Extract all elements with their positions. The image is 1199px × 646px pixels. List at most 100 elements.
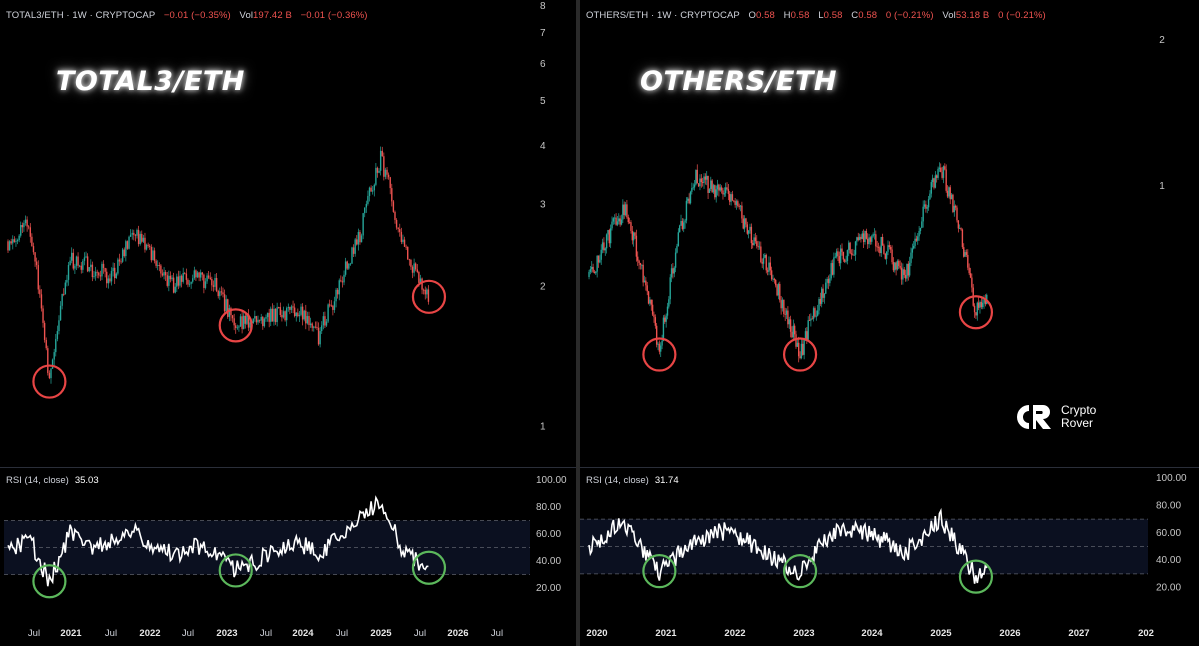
candle-body (638, 260, 640, 264)
candle-body (222, 292, 224, 295)
candle-body (738, 206, 740, 207)
candle-body (330, 305, 332, 307)
time-axis-label: 2026 (999, 628, 1020, 639)
candle-body (684, 220, 686, 223)
price-axis-label: 1 (1159, 181, 1165, 192)
candle-body (839, 248, 842, 264)
left-chart-canvas[interactable]: 8 7 6 5 4 3 2 1 100.00 80.00 60.00 40.00 20.00 Jul 202… (0, 0, 576, 646)
candle-body (830, 263, 832, 279)
candle-body (328, 304, 331, 306)
candle-body (747, 230, 750, 234)
candle-body (176, 276, 178, 287)
candle-body (926, 207, 928, 209)
candle-body (754, 237, 757, 242)
right-pane-separator[interactable] (580, 467, 1199, 468)
candle-body (719, 187, 721, 191)
right-l-label: L (818, 10, 824, 21)
candle-body (82, 260, 84, 270)
candle-body (687, 198, 689, 201)
candle-body (147, 244, 149, 246)
candle-body (314, 326, 317, 328)
candle-body (956, 207, 958, 221)
candle-body (123, 249, 125, 257)
candle-body (915, 238, 918, 241)
time-axis-label: 2027 (1068, 628, 1089, 639)
candle-body (297, 312, 299, 317)
candle-body (954, 205, 957, 208)
candle-body (37, 265, 39, 290)
price-axis-label: 8 (540, 1, 546, 12)
candle-body (51, 359, 54, 369)
candle-body (589, 269, 592, 272)
left-chart-panel[interactable]: TOTAL3/ETH · 1W · CRYPTOCAP −0.01 (−0.35… (0, 0, 576, 646)
candle-body (110, 271, 113, 282)
rsi-axis-label: 20.00 (1156, 583, 1181, 594)
left-vol-value: 197.42 B (253, 10, 292, 21)
candle-body (365, 203, 368, 208)
candle-body (605, 234, 608, 249)
candle-body (777, 283, 780, 296)
candle-body (902, 269, 904, 280)
candle-body (931, 178, 934, 183)
candle-body (379, 150, 382, 171)
rsi-marker-circle-3 (411, 550, 447, 585)
right-rsi-label[interactable]: RSI (14, close) (586, 475, 649, 486)
time-axis-label: Jul (28, 628, 40, 639)
candle-body (841, 248, 843, 252)
candle-body (246, 314, 248, 324)
candle-body (193, 270, 196, 279)
candle-body (209, 277, 211, 279)
candle-body (45, 339, 47, 349)
candle-body (407, 246, 409, 260)
candle-body (289, 306, 291, 310)
candle-body (203, 274, 205, 288)
candle-body (21, 225, 24, 228)
candle-body (421, 278, 423, 290)
candle-body (601, 242, 604, 250)
candle-body (152, 250, 154, 261)
candle-body (293, 307, 296, 317)
left-pane-separator[interactable] (0, 467, 576, 468)
right-vol-label: Vol (942, 10, 956, 21)
rsi-line (588, 507, 988, 584)
candle-body (864, 230, 866, 242)
candle-body (868, 237, 870, 245)
candle-body (734, 201, 736, 205)
right-interval[interactable]: 1W (656, 10, 672, 21)
right-symbol[interactable]: OTHERS/ETH (586, 10, 649, 21)
candle-body (650, 299, 652, 305)
candle-body (708, 189, 711, 193)
candle-body (155, 260, 157, 266)
candle-body (822, 288, 824, 298)
candle-body (773, 278, 776, 280)
candle-body (918, 230, 920, 237)
time-axis-label: 2024 (292, 628, 314, 639)
candle-body (192, 278, 194, 282)
cr-logo-icon (1017, 405, 1051, 429)
candle-body (351, 247, 353, 264)
candle-body (756, 241, 758, 246)
candle-body (785, 310, 788, 315)
candle-body (335, 289, 337, 302)
rsi-axis-label: 100.00 (1156, 473, 1187, 484)
candle-body (883, 245, 885, 254)
time-axis-label: 2023 (216, 628, 237, 639)
left-symbol[interactable]: TOTAL3/ETH (6, 10, 64, 21)
candle-body (792, 325, 795, 338)
candle-body (295, 312, 297, 317)
candle-body (823, 293, 826, 298)
left-interval[interactable]: 1W (72, 10, 87, 21)
candle-body (611, 221, 613, 229)
candle-body (413, 263, 415, 273)
candle-body (981, 302, 984, 308)
candle-body (258, 319, 261, 321)
candle-body (635, 235, 638, 257)
candle-body (758, 246, 761, 248)
candle-body (604, 248, 606, 251)
candle-body (884, 253, 886, 259)
candle-body (101, 263, 103, 277)
left-rsi-label[interactable]: RSI (14, close) (6, 475, 69, 486)
candle-body (666, 306, 669, 316)
right-chart-panel[interactable]: OTHERS/ETH · 1W · CRYPTOCAP O0.58 H0.58 … (580, 0, 1199, 646)
